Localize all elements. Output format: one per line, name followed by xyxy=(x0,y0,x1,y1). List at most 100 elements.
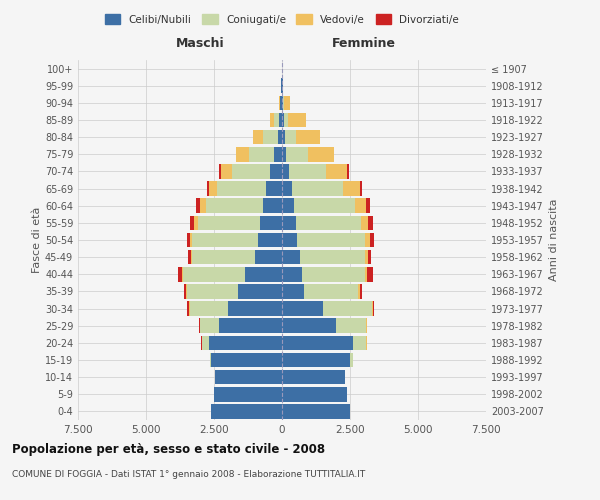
Bar xyxy=(194,216,197,230)
Bar xyxy=(280,96,282,110)
Bar xyxy=(211,404,282,418)
Bar xyxy=(187,232,190,248)
Bar xyxy=(219,164,221,178)
Bar xyxy=(282,336,353,350)
Bar xyxy=(190,232,192,248)
Bar xyxy=(308,147,334,162)
Bar xyxy=(282,147,286,162)
Bar xyxy=(257,232,282,248)
Bar xyxy=(200,318,220,333)
Bar xyxy=(210,352,211,368)
Bar xyxy=(296,216,361,230)
Bar xyxy=(190,302,227,316)
Bar xyxy=(367,198,370,213)
Y-axis label: Anni di nascita: Anni di nascita xyxy=(549,198,559,281)
Bar xyxy=(368,250,371,264)
Bar xyxy=(245,267,282,281)
Bar xyxy=(282,302,323,316)
Legend: Celibi/Nubili, Coniugati/e, Vedovi/e, Divorziati/e: Celibi/Nubili, Coniugati/e, Vedovi/e, Di… xyxy=(101,10,463,29)
Bar xyxy=(289,164,326,178)
Bar xyxy=(337,318,367,333)
Bar xyxy=(270,112,274,128)
Bar xyxy=(282,130,285,144)
Bar xyxy=(302,267,365,281)
Bar xyxy=(282,250,299,264)
Bar xyxy=(365,232,370,248)
Bar xyxy=(350,352,353,368)
Bar xyxy=(288,112,306,128)
Text: Popolazione per età, sesso e stato civile - 2008: Popolazione per età, sesso e stato civil… xyxy=(12,442,325,456)
Bar xyxy=(238,284,282,298)
Bar xyxy=(343,182,359,196)
Bar xyxy=(285,130,296,144)
Bar xyxy=(282,318,337,333)
Bar xyxy=(209,336,282,350)
Bar xyxy=(190,216,194,230)
Bar xyxy=(255,250,282,264)
Bar xyxy=(215,370,282,384)
Bar xyxy=(368,216,373,230)
Bar xyxy=(253,130,263,144)
Bar xyxy=(232,164,270,178)
Bar xyxy=(282,96,283,110)
Bar xyxy=(353,336,367,350)
Bar xyxy=(294,198,355,213)
Bar xyxy=(263,130,278,144)
Bar xyxy=(183,267,245,281)
Bar xyxy=(207,182,209,196)
Bar xyxy=(326,164,347,178)
Bar xyxy=(359,182,362,196)
Bar xyxy=(361,216,368,230)
Bar xyxy=(367,267,373,281)
Bar xyxy=(196,198,200,213)
Bar xyxy=(227,302,282,316)
Bar xyxy=(282,182,292,196)
Bar xyxy=(304,284,358,298)
Bar xyxy=(282,267,302,281)
Bar xyxy=(284,112,288,128)
Bar xyxy=(282,112,284,128)
Bar xyxy=(192,250,255,264)
Bar xyxy=(182,267,183,281)
Bar xyxy=(296,130,320,144)
Bar xyxy=(260,216,282,230)
Bar xyxy=(323,302,372,316)
Bar xyxy=(266,182,282,196)
Bar xyxy=(297,232,365,248)
Bar xyxy=(209,182,217,196)
Bar xyxy=(221,164,232,178)
Bar xyxy=(292,182,343,196)
Bar xyxy=(282,352,350,368)
Bar xyxy=(365,267,367,281)
Bar xyxy=(202,336,209,350)
Bar xyxy=(373,302,374,316)
Bar xyxy=(236,147,248,162)
Text: Maschi: Maschi xyxy=(176,36,225,50)
Bar xyxy=(282,387,347,402)
Bar xyxy=(214,387,282,402)
Bar xyxy=(263,198,282,213)
Bar xyxy=(192,232,257,248)
Bar xyxy=(274,147,282,162)
Bar xyxy=(206,198,263,213)
Bar xyxy=(282,284,304,298)
Text: COMUNE DI FOGGIA - Dati ISTAT 1° gennaio 2008 - Elaborazione TUTTITALIA.IT: COMUNE DI FOGGIA - Dati ISTAT 1° gennaio… xyxy=(12,470,365,479)
Bar xyxy=(372,302,373,316)
Bar xyxy=(188,250,191,264)
Bar xyxy=(220,318,282,333)
Bar xyxy=(274,112,279,128)
Bar xyxy=(217,182,266,196)
Bar xyxy=(282,216,296,230)
Bar xyxy=(284,96,290,110)
Bar xyxy=(359,284,362,298)
Bar xyxy=(184,284,186,298)
Bar xyxy=(282,164,289,178)
Bar xyxy=(211,352,282,368)
Bar xyxy=(197,216,260,230)
Bar xyxy=(347,164,349,178)
Bar xyxy=(286,147,308,162)
Bar xyxy=(187,284,238,298)
Bar xyxy=(270,164,282,178)
Bar xyxy=(191,250,192,264)
Bar xyxy=(282,404,350,418)
